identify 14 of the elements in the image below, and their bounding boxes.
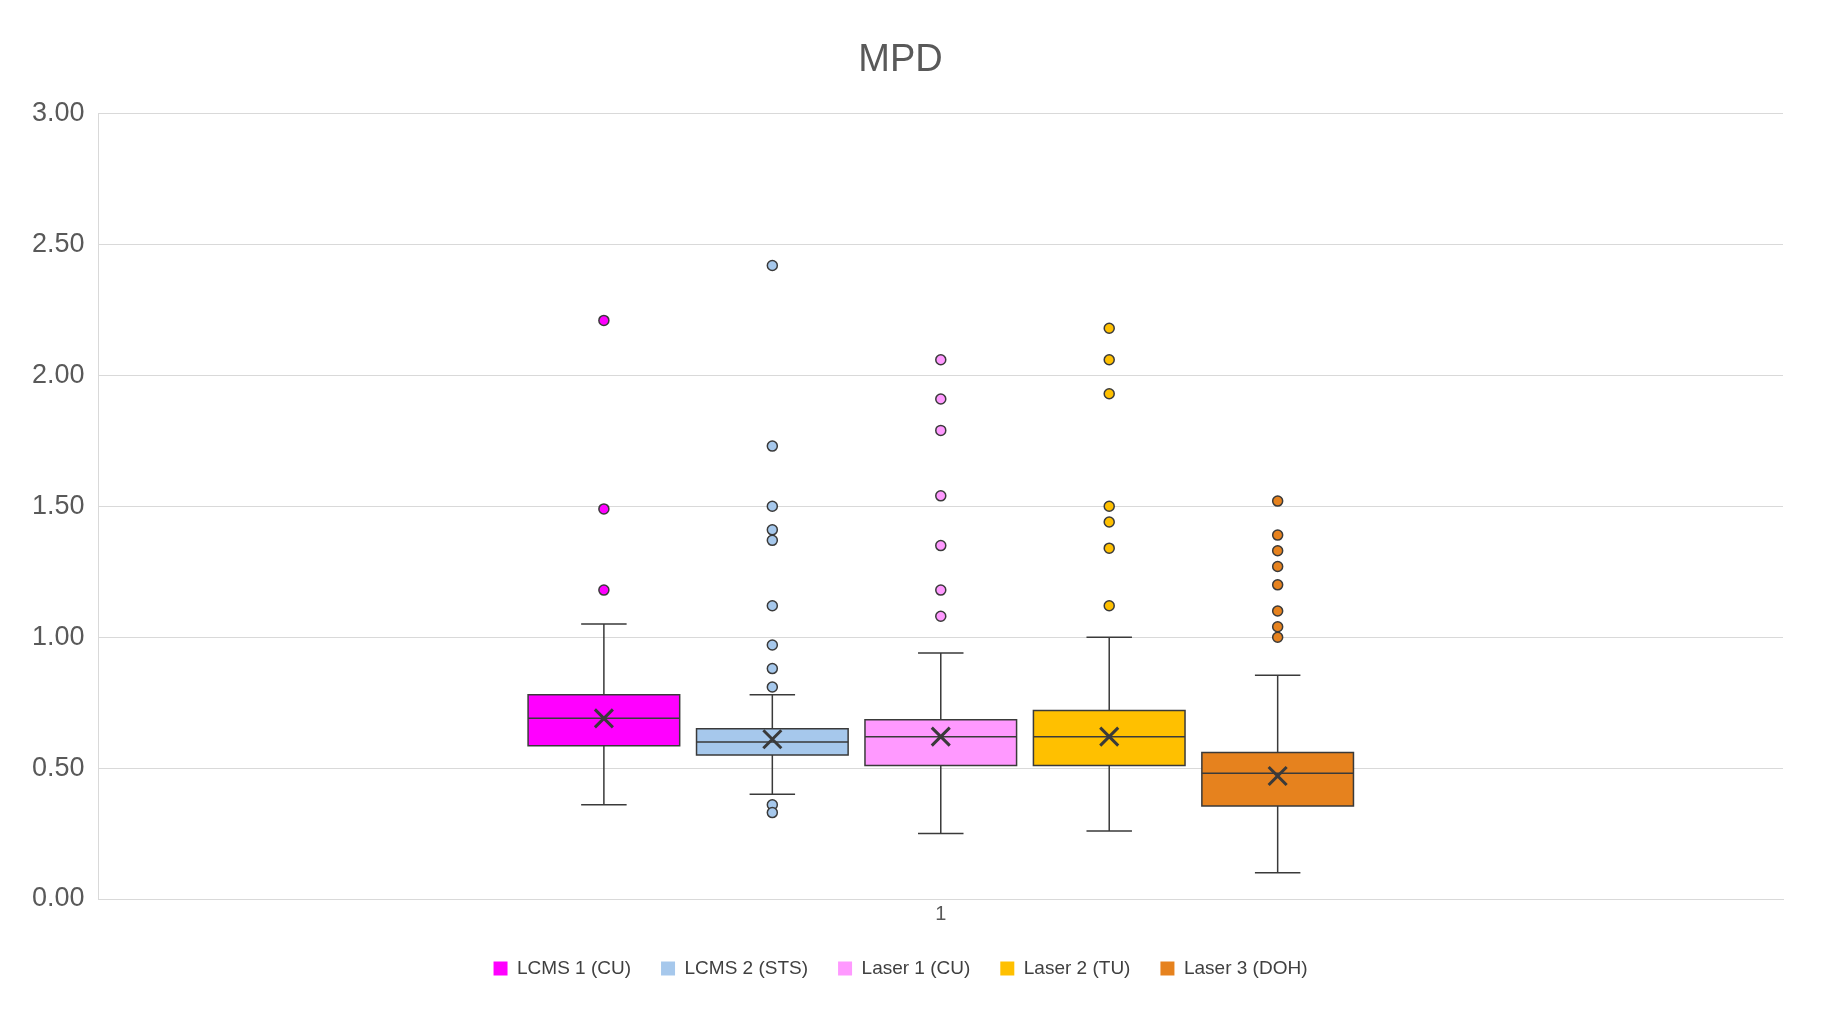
- y-tick-label: 1.50: [31, 489, 85, 520]
- chart-title: MPD: [858, 37, 943, 80]
- legend-label: Laser 2 (TU): [1023, 956, 1131, 978]
- y-tick-label: 1.00: [31, 620, 85, 651]
- x-tick-label: 1: [935, 901, 947, 924]
- legend-label: LCMS 2 (STS): [684, 956, 809, 978]
- legend-label: LCMS 1 (CU): [517, 956, 632, 978]
- y-tick-label: 3.00: [31, 97, 85, 128]
- y-tick-label: 2.00: [31, 358, 85, 389]
- y-tick-label: 0.50: [31, 751, 85, 782]
- y-tick-label: 0.00: [31, 882, 85, 913]
- legend-label: Laser 3 (DOH): [1183, 956, 1308, 978]
- y-tick-label: 2.50: [31, 227, 85, 258]
- legend-label: Laser 1 (CU): [861, 956, 971, 978]
